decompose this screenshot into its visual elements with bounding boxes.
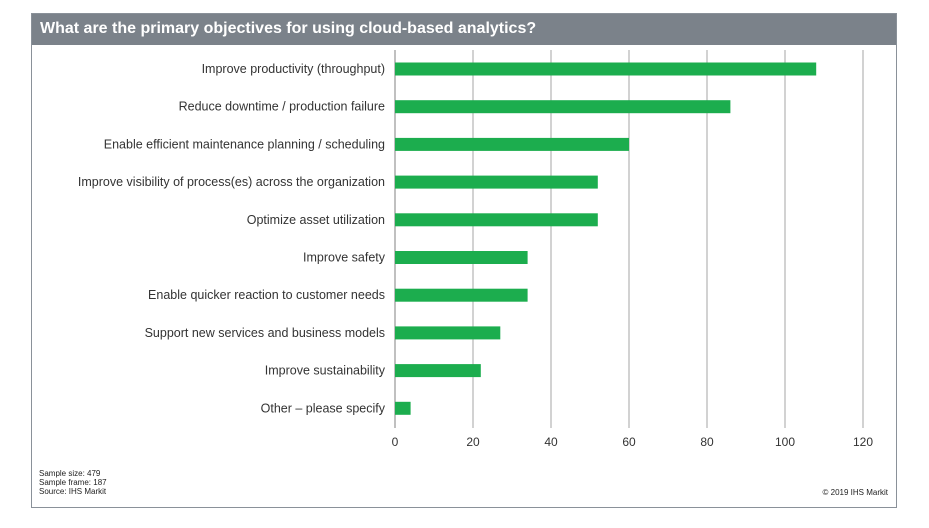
chart-title: What are the primary objectives for usin… (40, 20, 537, 37)
source-note: Source: IHS Markit (39, 487, 107, 496)
category-label: Support new services and business models (145, 326, 385, 340)
x-tick-label: 80 (700, 435, 714, 449)
category-label: Optimize asset utilization (247, 213, 385, 227)
category-label: Enable efficient maintenance planning / … (104, 137, 385, 151)
bar (395, 175, 598, 189)
x-tick-label: 120 (853, 435, 873, 449)
bar (395, 326, 501, 340)
category-label: Improve productivity (throughput) (202, 62, 385, 76)
category-label: Improve visibility of process(es) across… (78, 175, 385, 189)
x-tick-label: 0 (392, 435, 399, 449)
x-tick-label: 20 (466, 435, 480, 449)
category-label: Enable quicker reaction to customer need… (148, 288, 385, 302)
bar-chart: Improve productivity (throughput) Reduce … (78, 50, 873, 449)
bar (395, 288, 528, 302)
sample-size-note: Sample size: 479 (39, 469, 101, 478)
bar (395, 401, 411, 415)
chart-frame: What are the primary objectives for usin… (31, 13, 897, 508)
bar (395, 62, 817, 76)
x-tick-label: 40 (544, 435, 558, 449)
category-label: Reduce downtime / production failure (179, 100, 385, 114)
title-bar: What are the primary objectives for usin… (32, 14, 896, 45)
copyright-note: © 2019 IHS Markit (822, 488, 888, 497)
x-tick-label: 60 (622, 435, 636, 449)
bar (395, 100, 731, 114)
bar (395, 213, 598, 227)
x-tick-label: 100 (775, 435, 795, 449)
sample-frame-note: Sample frame: 187 (39, 478, 107, 487)
bar (395, 137, 629, 151)
bar (395, 364, 481, 378)
bar (395, 251, 528, 264)
category-label: Other – please specify (261, 401, 386, 415)
category-label: Improve sustainability (265, 364, 386, 378)
category-label: Improve safety (303, 251, 386, 265)
